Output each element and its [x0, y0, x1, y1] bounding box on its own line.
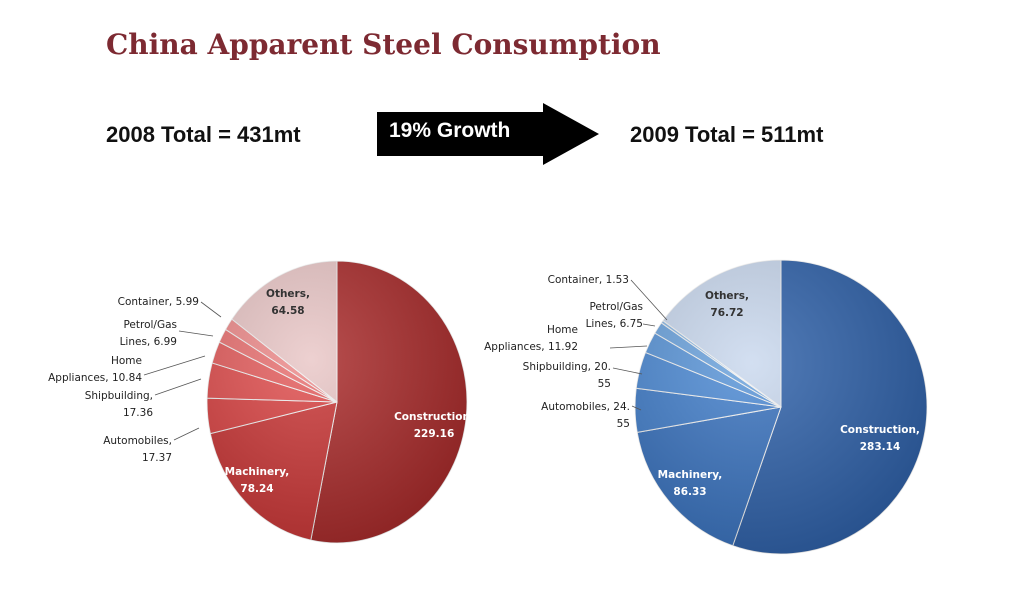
pie-2009-label-construction: Construction, — [840, 424, 920, 436]
pie-2008-label-automobiles: Automobiles, — [103, 435, 172, 447]
pie-2009-label-machinery: Machinery, — [658, 469, 723, 481]
pie-2008-leader-home-appliances — [143, 355, 206, 376]
pie-2009-label-others: 76.72 — [710, 307, 743, 319]
pie-2009-leader-home-appliances — [609, 345, 648, 349]
pie-2009-label-machinery: 86.33 — [673, 486, 706, 498]
pie-2009-label-petrol-gas-lines: Lines, 6.75 — [586, 318, 643, 330]
total-2009: 2009 Total = 511mt — [630, 122, 824, 147]
pie-2008-label-petrol-gas-lines: Lines, 6.99 — [120, 336, 177, 348]
pie-2008-label-automobiles: 17.37 — [142, 452, 172, 464]
pie-2008-label-home-appliances: Appliances, 10.84 — [48, 372, 142, 384]
pie-2009-label-construction: 283.14 — [860, 441, 901, 453]
pie-2008-leader-container — [200, 301, 222, 318]
pie-2009-slices — [634, 259, 928, 555]
pie-2009-label-automobiles: Automobiles, 24. — [541, 401, 630, 413]
pie-2009-leader-container — [630, 279, 668, 321]
growth-label: 19% Growth — [389, 119, 511, 142]
total-2008: 2008 Total = 431mt — [106, 122, 301, 147]
pie-2008-leader-automobiles — [173, 427, 200, 441]
pie-2009-label-home-appliances: Home — [547, 324, 578, 336]
pie-2009-label-shipbuilding: Shipbuilding, 20. — [523, 361, 611, 373]
pie-2008-label-home-appliances: Home — [111, 355, 142, 367]
pie-2008-leader-shipbuilding — [154, 378, 202, 396]
pie-2009-label-home-appliances: Appliances, 11.92 — [484, 341, 578, 353]
pie-2008-leader-petrol-gas-lines — [178, 330, 214, 337]
pie-2008-label-petrol-gas-lines: Petrol/Gas — [123, 319, 177, 331]
pie-2008-label-container: Container, 5.99 — [118, 296, 199, 308]
pie-2009-label-petrol-gas-lines: Petrol/Gas — [589, 301, 643, 313]
pie-2009-label-container: Container, 1.53 — [548, 274, 629, 286]
page-title: China Apparent Steel Consumption — [106, 28, 661, 61]
pie-2009-leader-petrol-gas-lines — [642, 323, 656, 327]
pie-2009-leader-automobiles — [631, 405, 642, 411]
pie-2008-label-others: 64.58 — [271, 305, 304, 317]
pie-2009-label-automobiles: 55 — [617, 418, 630, 430]
pie-2008-label-shipbuilding: 17.36 — [123, 407, 153, 419]
pie-2008-label-construction: Construction, — [394, 411, 474, 423]
pie-2008-label-others: Others, — [266, 288, 310, 300]
pie-2008-label-machinery: Machinery, — [225, 466, 290, 478]
growth-arrow: 19% Growth — [377, 103, 599, 165]
pie-2008-label-machinery: 78.24 — [240, 483, 273, 495]
pie-2009-leader-shipbuilding — [612, 367, 643, 375]
pie-2009-label-others: Others, — [705, 290, 749, 302]
pie-2009-label-shipbuilding: 55 — [598, 378, 611, 390]
pie-2008-label-construction: 229.16 — [414, 428, 455, 440]
pie-2008-label-shipbuilding: Shipbuilding, — [85, 390, 153, 402]
pie-2008-slices — [206, 260, 468, 544]
